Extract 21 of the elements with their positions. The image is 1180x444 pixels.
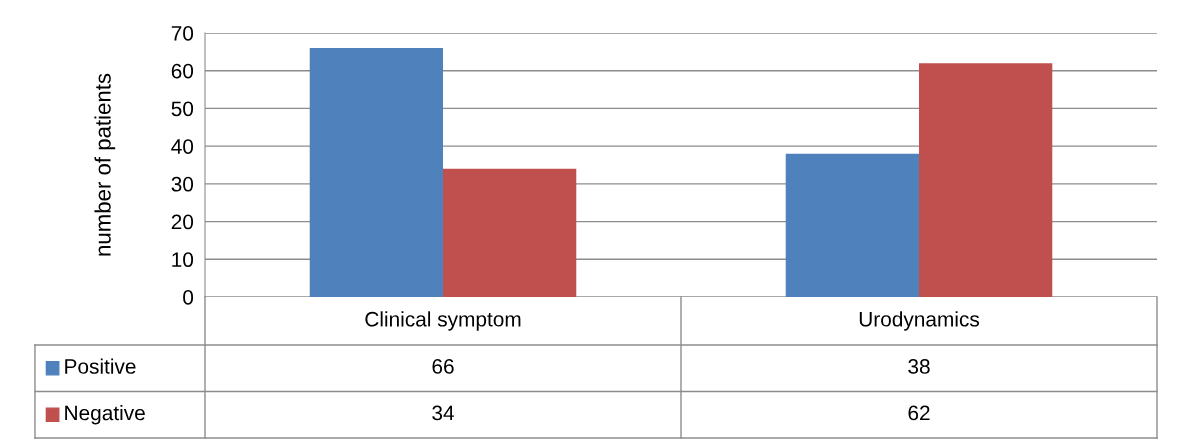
bar — [919, 63, 1053, 297]
data-label: 38 — [908, 359, 930, 374]
data-label: 66 — [432, 359, 454, 374]
y-tick-label: 70 — [171, 26, 194, 41]
y-axis-title: number of patients — [94, 73, 116, 256]
y-tick-label: 30 — [171, 176, 194, 192]
y-tick-label: 10 — [172, 252, 194, 268]
data-label: 34 — [432, 405, 454, 421]
legend-label: Positive — [65, 358, 136, 374]
legend-label: Negative — [65, 405, 145, 425]
x-tick-label: Urodynamics — [859, 311, 980, 331]
y-tick-label: 40 — [171, 139, 194, 154]
y-tick-label: 50 — [171, 101, 194, 117]
bar — [443, 168, 577, 297]
bar — [785, 153, 919, 297]
y-tick-label: 20 — [171, 214, 194, 230]
y-tick-label: 60 — [171, 63, 194, 79]
y-tick-label: 0 — [183, 290, 194, 305]
data-label: 62 — [908, 405, 930, 421]
x-tick-label: Clinical symptom — [365, 311, 521, 331]
bar — [309, 48, 443, 297]
